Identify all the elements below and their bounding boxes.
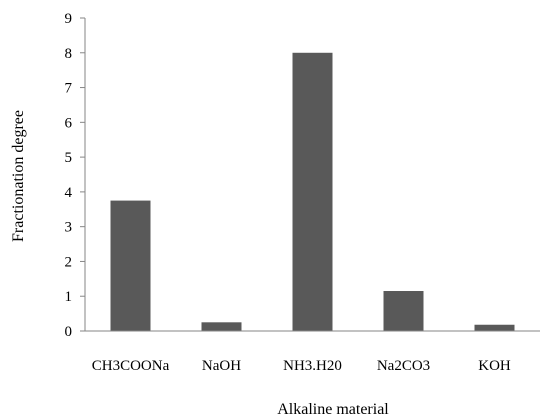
x-category-label: CH3COONa bbox=[92, 358, 170, 374]
x-category-label: NH3.H20 bbox=[283, 358, 342, 374]
bars bbox=[110, 52, 515, 332]
y-tick-label: 6 bbox=[65, 115, 73, 131]
y-tick-label: 1 bbox=[65, 289, 73, 305]
y-tick-label: 2 bbox=[65, 254, 73, 270]
y-tick-label: 8 bbox=[65, 46, 73, 62]
y-axis-ticks: 0 1 2 3 4 5 6 7 8 9 bbox=[65, 11, 85, 340]
x-axis-category-labels: CH3COONa NaOH NH3.H20 Na2CO3 KOH bbox=[92, 358, 511, 374]
y-axis-title: Fractionation degree bbox=[10, 110, 27, 242]
y-tick-label: 3 bbox=[65, 220, 73, 236]
bar-nh3-h20 bbox=[292, 52, 333, 332]
x-axis-title: Alkaline material bbox=[277, 401, 389, 418]
x-category-label: NaOH bbox=[202, 358, 241, 374]
bar-ch3coona bbox=[110, 200, 151, 331]
y-tick-label: 9 bbox=[65, 11, 73, 27]
x-category-label: KOH bbox=[478, 358, 511, 374]
y-tick-label: 5 bbox=[65, 150, 73, 166]
bar-na2co3 bbox=[383, 291, 424, 331]
bar-koh bbox=[474, 324, 515, 331]
bar-naoh bbox=[201, 322, 242, 331]
x-category-label: Na2CO3 bbox=[377, 358, 430, 374]
y-tick-label: 7 bbox=[65, 81, 73, 97]
y-tick-label: 0 bbox=[65, 324, 73, 340]
y-tick-label: 4 bbox=[65, 185, 73, 201]
